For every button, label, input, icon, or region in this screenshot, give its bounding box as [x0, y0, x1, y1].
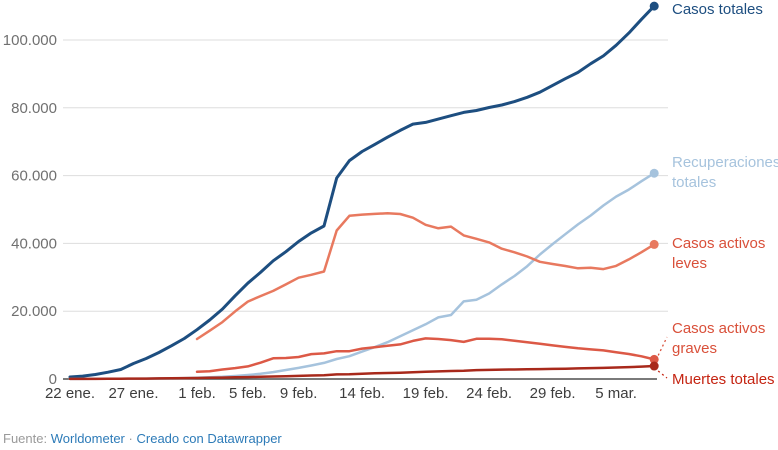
series-line-1: [68, 4, 656, 379]
series-end-dot-4: [649, 354, 659, 364]
footer-separator: ·: [128, 431, 133, 446]
series-end-dot-5: [649, 361, 659, 371]
x-tick-label: 9 feb.: [280, 385, 318, 402]
label-connector: [657, 370, 668, 379]
line-chart-canvas: 0 20.000 40.000 60.000 80.000 100.000 22 ene. 2…: [3, 1, 668, 402]
series-label-5: Muertes totales: [672, 371, 775, 389]
x-tick-label: 24 feb.: [466, 385, 512, 402]
y-tick-label: 40.000: [11, 235, 57, 252]
source-label: Fuente:: [3, 431, 48, 446]
y-tick-label: 100.000: [3, 32, 57, 49]
series-label-1: Casos totales: [672, 1, 763, 19]
chart-footer: Fuente: Worldometer · Creado con Datawra…: [3, 431, 282, 446]
x-tick-label: 19 feb.: [403, 385, 449, 402]
x-tick-label: 5 feb.: [229, 385, 267, 402]
x-tick-label: 27 ene.: [108, 385, 158, 402]
x-tick-label: 14 feb.: [339, 385, 385, 402]
label-connector: [657, 336, 668, 356]
y-tick-label: 0: [49, 371, 57, 388]
x-tick-label: 5 mar.: [595, 385, 637, 402]
series-label-2: Recuperaciones totales: [672, 154, 778, 192]
series-label-4: Casos activos graves: [672, 320, 766, 358]
datawrapper-credit-link[interactable]: Creado con Datawrapper: [136, 431, 282, 446]
y-tick-label: 60.000: [11, 168, 57, 185]
series-end-dot-1: [649, 1, 659, 11]
y-tick-label: 80.000: [11, 100, 57, 117]
series-line-3: [195, 212, 656, 341]
x-tick-label: 1 feb.: [178, 385, 216, 402]
series-line-5: [68, 364, 656, 381]
x-tick-label: 29 feb.: [530, 385, 576, 402]
series-line-4: [195, 337, 656, 374]
source-link[interactable]: Worldometer: [50, 431, 125, 446]
x-tick-label: 22 ene.: [45, 385, 95, 402]
y-tick-label: 20.000: [11, 303, 57, 320]
series-end-dot-2: [649, 168, 659, 178]
series-end-dot-3: [649, 239, 659, 249]
series-label-3: Casos activos leves: [672, 235, 766, 273]
